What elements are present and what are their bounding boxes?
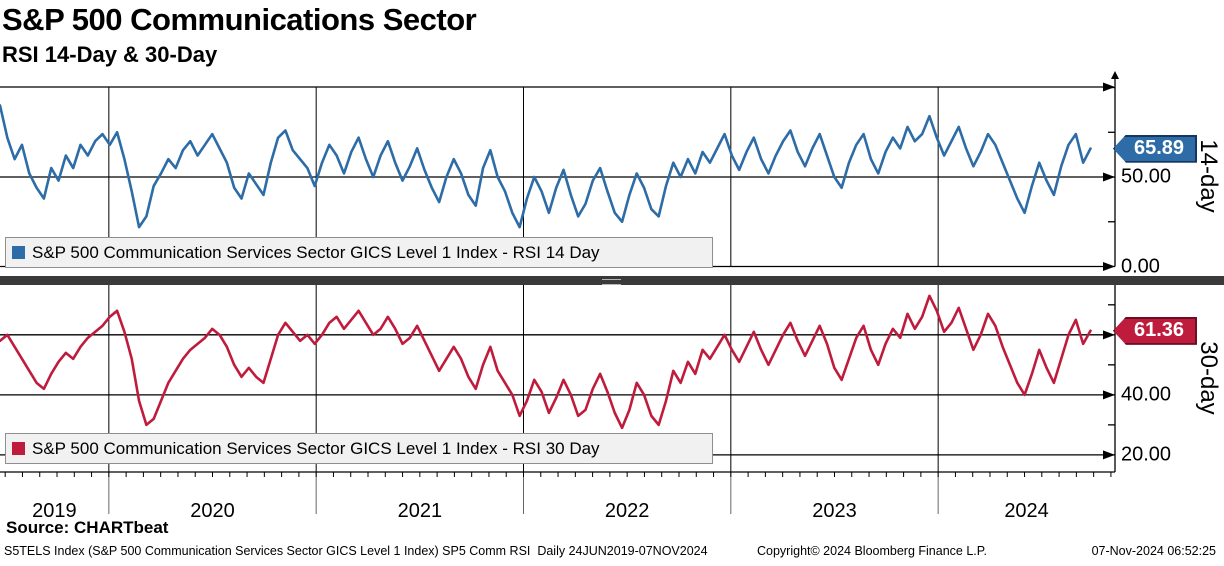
axis-tick-label: 40.00 (1121, 383, 1172, 406)
legend-label-rsi30: S&P 500 Communication Services Sector GI… (32, 438, 600, 458)
axis-tick-label: 50.00 (1121, 165, 1172, 188)
last-value-tag-rsi14: 65.89 (1113, 134, 1197, 163)
axis-title-30-day: 30-day (1195, 340, 1222, 415)
legend-rsi14: S&P 500 Communication Services Sector GI… (5, 237, 713, 268)
legend-rsi30: S&P 500 Communication Services Sector GI… (5, 433, 713, 464)
x-axis-year-label: 2022 (604, 500, 650, 522)
page-subtitle: RSI 14-Day & 30-Day (2, 42, 218, 67)
last-value-tag-rsi30: 61.36 (1113, 316, 1197, 345)
legend-label-rsi14: S&P 500 Communication Services Sector GI… (32, 242, 600, 262)
x-axis-year-label: 2019 (32, 500, 77, 522)
axis-title-14-day: 14-day (1195, 139, 1222, 213)
legend-swatch-rsi14-icon (12, 246, 25, 259)
legend-swatch-rsi30-icon (12, 442, 25, 455)
footer-ticker-info: S5TELS Index (S&P 500 Communication Serv… (4, 544, 708, 558)
footer-timestamp: 07-Nov-2024 06:52:25 (1091, 544, 1216, 558)
axis-tick-label: 20.00 (1121, 443, 1172, 466)
x-axis-year-label: 2024 (1004, 500, 1049, 522)
page-title: S&P 500 Communications Sector (2, 2, 477, 37)
panel-divider (0, 276, 1224, 285)
axis-tick-label: 0.00 (1121, 255, 1160, 277)
x-axis-year-label: 2020 (190, 500, 235, 522)
footer-copyright: Copyright© 2024 Bloomberg Finance L.P. (757, 544, 987, 558)
source-credit: Source: CHARTbeat (6, 518, 169, 537)
panel-divider-grip-icon[interactable] (602, 279, 621, 285)
x-axis-year-label: 2021 (397, 500, 443, 522)
x-axis-year-label: 2023 (812, 500, 857, 522)
